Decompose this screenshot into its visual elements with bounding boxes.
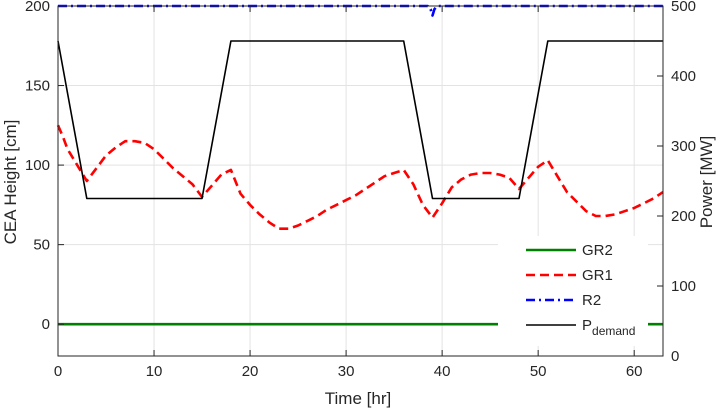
legend-label-subscript: demand (592, 324, 635, 338)
x-tick-label: 10 (146, 363, 163, 380)
plot-frame (57, 5, 664, 357)
y-left-tick-label: 150 (25, 78, 50, 95)
x-tick-label: 30 (338, 363, 355, 380)
ticks-layer: 0 10 20 30 40 50 60 0 50 100 150 200 0 100 200 300 400 50… (25, 0, 696, 380)
legend-label-main: P (582, 317, 592, 334)
legend-label-main: GR2 (582, 242, 613, 259)
x-tick-label: 50 (530, 363, 547, 380)
y-right-tick-label: 100 (671, 278, 696, 295)
y-left-tick-label: 100 (25, 157, 50, 174)
legend-label-main: R2 (582, 292, 601, 309)
legend-label: Pdemand (582, 317, 635, 338)
legend: GR2 GR1 R2 Pdemand (498, 236, 648, 346)
y-right-tick-label: 500 (671, 0, 696, 15)
legend-label: R2 (582, 292, 601, 309)
y-right-tick-label: 300 (671, 138, 696, 155)
legend-label-main: GR1 (582, 267, 613, 284)
legend-label: GR2 (582, 242, 613, 259)
y-axis-right-label: Power [MW] (697, 136, 716, 229)
y-left-tick-label: 0 (42, 316, 50, 333)
series-line-gr1 (56, 124, 664, 230)
y-right-tick-label: 200 (671, 208, 696, 225)
y-right-tick-label: 400 (671, 68, 696, 85)
x-tick-label: 40 (434, 363, 451, 380)
series-line-pdemand (57, 40, 663, 200)
x-axis-label: Time [hr] (325, 389, 391, 408)
y-left-tick-label: 200 (25, 0, 50, 15)
x-tick-label: 20 (242, 363, 259, 380)
y-right-tick-label: 0 (671, 348, 679, 365)
y-left-tick-label: 50 (33, 237, 50, 254)
legend-box (498, 236, 648, 346)
legend-label: GR1 (582, 267, 613, 284)
axes-layer (57, 5, 664, 357)
y-axis-left-label: CEA Height [cm] (1, 120, 20, 245)
x-tick-label: 60 (626, 363, 643, 380)
x-tick-label: 0 (54, 363, 62, 380)
